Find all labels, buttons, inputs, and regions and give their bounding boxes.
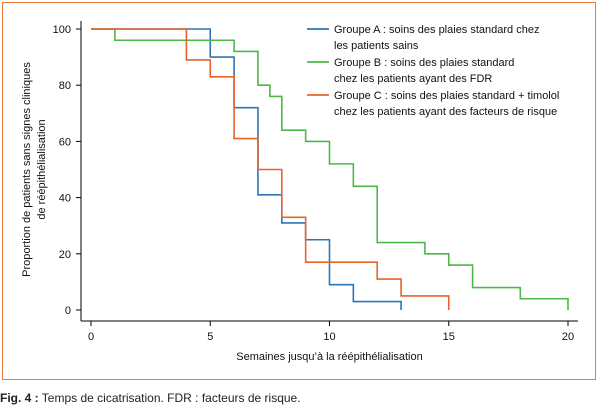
y-tick-label: 80	[59, 80, 71, 92]
legend-label: Groupe A : soins des plaies standard che…	[334, 24, 539, 36]
y-tick-label: 0	[65, 305, 71, 317]
figure-frame: 0 20 40 60 80 100 0 5 10 15 20 Semaines jusqu’à la …	[2, 2, 596, 380]
series-line-b	[91, 28, 569, 310]
legend-label: chez les patients ayant des FDR	[334, 73, 492, 85]
x-tick-label: 0	[88, 331, 94, 343]
y-axis-label: Proportion de patients sans signes clini…	[21, 62, 33, 277]
y-tick-label: 100	[53, 24, 71, 36]
y-tick-label: 40	[59, 193, 71, 205]
x-tick-label: 5	[207, 331, 213, 343]
x-tick-label: 10	[323, 331, 335, 343]
y-tick-label: 60	[59, 136, 71, 148]
y-axis-label: de réépithélialisation	[36, 119, 48, 219]
legend-label: Groupe C : soins des plaies standard + t…	[334, 90, 559, 102]
caption-label: Fig. 4 :	[0, 391, 39, 405]
legend-label: chez les patients ayant des facteurs de …	[334, 106, 557, 118]
x-tick-label: 15	[443, 331, 455, 343]
step-chart: 0 20 40 60 80 100 0 5 10 15 20 Semaines jusqu’à la …	[21, 21, 578, 363]
y-tick-label: 20	[59, 249, 71, 261]
figure-caption: Fig. 4 : Temps de cicatrisation. FDR : f…	[0, 391, 301, 405]
caption-text: Temps de cicatrisation. FDR : facteurs d…	[38, 391, 301, 405]
series-line-c	[91, 28, 450, 310]
x-tick-label: 20	[562, 331, 574, 343]
legend-label: les patients sains	[334, 40, 419, 52]
legend-label: Groupe B : soins des plaies standard	[334, 57, 514, 69]
x-axis-label: Semaines jusqu’à la réépithélialisation	[236, 351, 423, 363]
series-line-a	[91, 28, 402, 310]
